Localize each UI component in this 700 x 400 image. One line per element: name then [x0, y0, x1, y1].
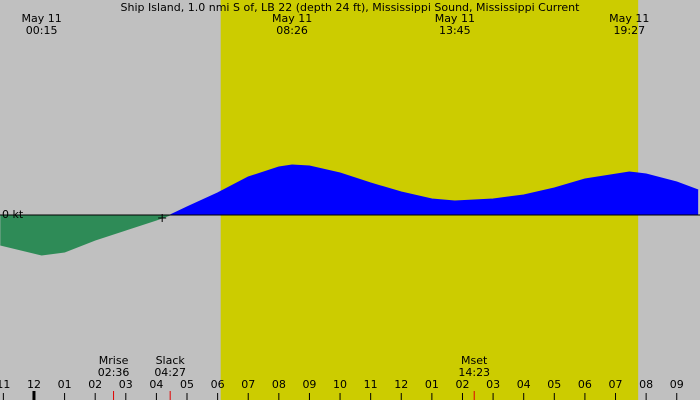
x-tick-label: 07	[241, 378, 255, 391]
x-tick-label: 12	[394, 378, 408, 391]
event-time: 13:45	[439, 24, 471, 37]
x-tick-label: 04	[149, 378, 163, 391]
event-time: 14:23	[458, 366, 490, 379]
slack-marker	[158, 214, 167, 222]
event-time: 08:26	[276, 24, 308, 37]
y-tick-label: 0 kt	[2, 208, 24, 221]
x-tick-label: 06	[578, 378, 592, 391]
x-tick-label: 11	[364, 378, 378, 391]
event-date: May 11	[272, 12, 312, 25]
event-time: 19:27	[613, 24, 645, 37]
event-label: Mset	[461, 354, 488, 367]
x-tick-label: 03	[119, 378, 133, 391]
x-tick-label: 12	[27, 378, 41, 391]
event-date: May 11	[609, 12, 649, 25]
event-time: 04:27	[154, 366, 186, 379]
x-tick-label: 08	[639, 378, 653, 391]
event-label: Slack	[156, 354, 186, 367]
event-time: 00:15	[26, 24, 58, 37]
x-tick-label: 05	[180, 378, 194, 391]
x-tick-label: 02	[455, 378, 469, 391]
x-tick-label: 09	[302, 378, 316, 391]
event-date: May 11	[22, 12, 62, 25]
x-tick-label: 07	[609, 378, 623, 391]
x-tick-label: 09	[670, 378, 684, 391]
current-curve	[0, 164, 699, 256]
x-tick-label: 06	[211, 378, 225, 391]
event-label: Mrise	[99, 354, 129, 367]
x-tick-label: 08	[272, 378, 286, 391]
chart-title: Ship Island, 1.0 nmi S of, LB 22 (depth …	[121, 1, 581, 14]
x-tick-label: 01	[425, 378, 439, 391]
x-tick-label: 02	[88, 378, 102, 391]
x-tick-label: 04	[517, 378, 531, 391]
event-date: May 11	[435, 12, 475, 25]
x-tick-label: 03	[486, 378, 500, 391]
event-time: 02:36	[98, 366, 130, 379]
x-tick-label: 11	[0, 378, 10, 391]
x-tick-label: 05	[547, 378, 561, 391]
x-tick-label: 01	[58, 378, 72, 391]
x-tick-label: 10	[333, 378, 347, 391]
